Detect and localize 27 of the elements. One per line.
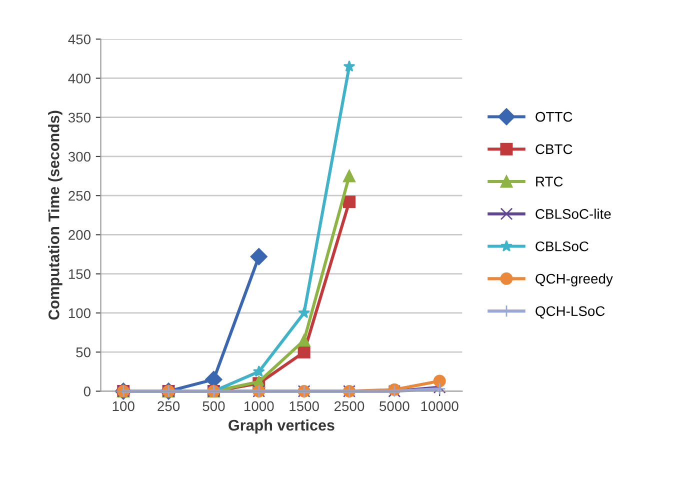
- y-tick-label: 450: [68, 34, 91, 44]
- legend-label: CBLSoC: [536, 241, 588, 252]
- y-tick-label: 400: [68, 74, 91, 84]
- y-tick-label: 300: [68, 152, 91, 162]
- legend-label: RTC: [536, 176, 563, 186]
- x-tick-label: 500: [202, 401, 225, 412]
- y-tick-label: 250: [68, 190, 91, 201]
- x-tick-label: 1000: [244, 401, 274, 412]
- y-tick-label: 0: [84, 386, 91, 396]
- legend-label: OTTC: [536, 112, 572, 122]
- legend-label: CBLSoC-lite: [536, 208, 611, 219]
- legend-label: QCH-greedy: [536, 273, 613, 286]
- x-tick-label: 250: [158, 401, 180, 412]
- y-tick-label: 200: [68, 230, 91, 240]
- x-tick-label: 10000: [421, 401, 458, 412]
- x-axis-title: Graph vertices: [228, 419, 334, 434]
- y-tick-label: 150: [68, 269, 91, 280]
- y-tick-label: 350: [68, 112, 91, 123]
- x-tick-label: 5000: [380, 401, 410, 412]
- x-tick-label: 1500: [290, 401, 319, 412]
- legend-label: QCH-LSoC: [536, 306, 605, 319]
- y-axis-title: Computation Time (seconds): [48, 110, 62, 320]
- y-tick-label: 50: [76, 347, 91, 358]
- x-tick-label: 100: [112, 401, 134, 412]
- x-tick-label: 2500: [334, 401, 364, 412]
- legend-label: CBTC: [536, 144, 572, 154]
- y-tick-label: 100: [68, 308, 91, 318]
